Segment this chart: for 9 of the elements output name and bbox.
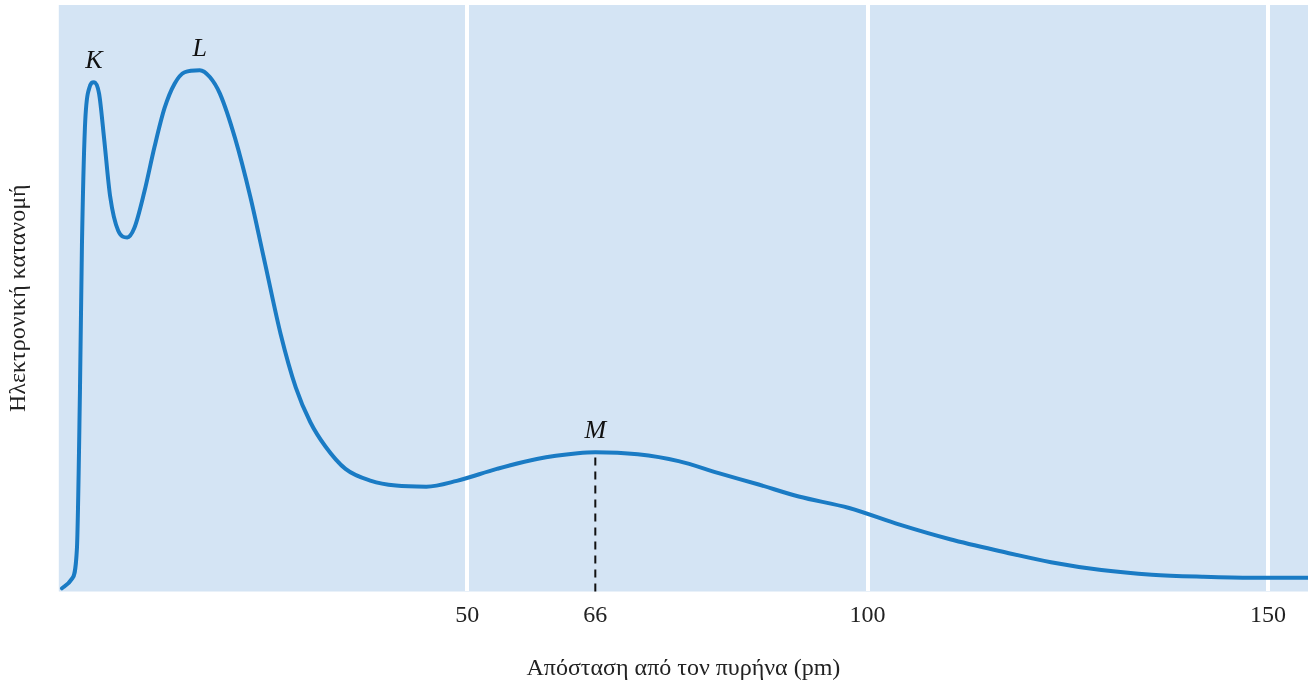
annotation: M	[583, 415, 608, 445]
x-axis-title: Απόσταση από τον πυρήνα (pm)	[526, 653, 841, 680]
annotation: K	[84, 44, 105, 74]
annotation: L	[191, 32, 207, 62]
x-tick-label: 150	[1249, 601, 1286, 628]
y-axis-title: Ηλεκτρονική κατανομή	[3, 184, 30, 413]
x-tick-label: 50	[455, 601, 480, 628]
ref-line-label: 66	[583, 600, 608, 627]
x-tick-label: 100	[849, 601, 886, 628]
